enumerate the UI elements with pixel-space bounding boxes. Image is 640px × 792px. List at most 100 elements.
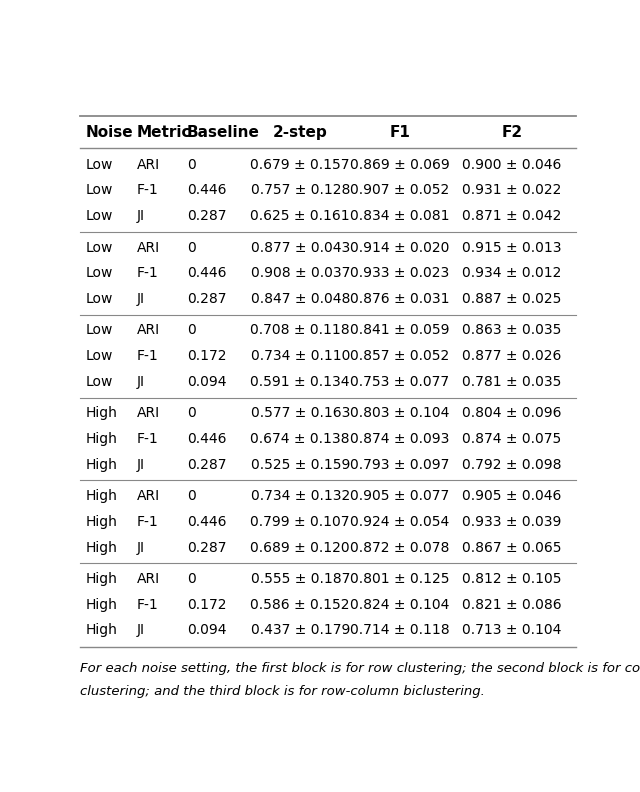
- Text: Metric: Metric: [137, 125, 191, 139]
- Text: JI: JI: [137, 209, 145, 223]
- Text: ARI: ARI: [137, 573, 160, 586]
- Text: 0.907 ± 0.052: 0.907 ± 0.052: [350, 183, 449, 197]
- Text: 0.841 ± 0.059: 0.841 ± 0.059: [350, 323, 450, 337]
- Text: Low: Low: [86, 323, 113, 337]
- Text: 0.801 ± 0.125: 0.801 ± 0.125: [350, 573, 450, 586]
- Text: 0.625 ± 0.161: 0.625 ± 0.161: [250, 209, 350, 223]
- Text: High: High: [86, 489, 118, 503]
- Text: JI: JI: [137, 375, 145, 389]
- Text: 0.834 ± 0.081: 0.834 ± 0.081: [350, 209, 450, 223]
- Text: 0.734 ± 0.110: 0.734 ± 0.110: [250, 349, 350, 363]
- Text: 0.914 ± 0.020: 0.914 ± 0.020: [350, 241, 450, 254]
- Text: 0.933 ± 0.039: 0.933 ± 0.039: [462, 515, 562, 529]
- Text: 0.900 ± 0.046: 0.900 ± 0.046: [462, 158, 562, 172]
- Text: 0.877 ± 0.043: 0.877 ± 0.043: [251, 241, 350, 254]
- Text: ARI: ARI: [137, 158, 160, 172]
- Text: High: High: [86, 458, 118, 471]
- Text: 0.872 ± 0.078: 0.872 ± 0.078: [350, 541, 450, 554]
- Text: 2-step: 2-step: [273, 125, 328, 139]
- Text: Baseline: Baseline: [187, 125, 259, 139]
- Text: F-1: F-1: [137, 183, 159, 197]
- Text: 0.446: 0.446: [187, 432, 226, 446]
- Text: High: High: [86, 598, 118, 612]
- Text: 0.714 ± 0.118: 0.714 ± 0.118: [350, 623, 450, 638]
- Text: 0.757 ± 0.128: 0.757 ± 0.128: [250, 183, 350, 197]
- Text: 0.674 ± 0.138: 0.674 ± 0.138: [250, 432, 350, 446]
- Text: Low: Low: [86, 183, 113, 197]
- Text: High: High: [86, 406, 118, 421]
- Text: F-1: F-1: [137, 349, 159, 363]
- Text: High: High: [86, 573, 118, 586]
- Text: F2: F2: [502, 125, 523, 139]
- Text: 0.094: 0.094: [187, 375, 226, 389]
- Text: 0.933 ± 0.023: 0.933 ± 0.023: [350, 266, 449, 280]
- Text: High: High: [86, 432, 118, 446]
- Text: 0.172: 0.172: [187, 349, 226, 363]
- Text: 0.734 ± 0.132: 0.734 ± 0.132: [251, 489, 350, 503]
- Text: 0.908 ± 0.037: 0.908 ± 0.037: [250, 266, 350, 280]
- Text: ARI: ARI: [137, 406, 160, 421]
- Text: 0.446: 0.446: [187, 183, 226, 197]
- Text: 0.713 ± 0.104: 0.713 ± 0.104: [462, 623, 562, 638]
- Text: 0.887 ± 0.025: 0.887 ± 0.025: [462, 291, 562, 306]
- Text: 0.753 ± 0.077: 0.753 ± 0.077: [350, 375, 449, 389]
- Text: High: High: [86, 623, 118, 638]
- Text: 0.934 ± 0.012: 0.934 ± 0.012: [462, 266, 562, 280]
- Text: ARI: ARI: [137, 241, 160, 254]
- Text: 0.874 ± 0.093: 0.874 ± 0.093: [350, 432, 450, 446]
- Text: 0: 0: [187, 158, 195, 172]
- Text: 0.799 ± 0.107: 0.799 ± 0.107: [250, 515, 350, 529]
- Text: 0.915 ± 0.013: 0.915 ± 0.013: [462, 241, 562, 254]
- Text: 0.876 ± 0.031: 0.876 ± 0.031: [350, 291, 450, 306]
- Text: 0.437 ± 0.179: 0.437 ± 0.179: [250, 623, 350, 638]
- Text: ARI: ARI: [137, 489, 160, 503]
- Text: 0.931 ± 0.022: 0.931 ± 0.022: [462, 183, 562, 197]
- Text: Low: Low: [86, 209, 113, 223]
- Text: Low: Low: [86, 241, 113, 254]
- Text: ARI: ARI: [137, 323, 160, 337]
- Text: 0.821 ± 0.086: 0.821 ± 0.086: [462, 598, 562, 612]
- Text: 0.781 ± 0.035: 0.781 ± 0.035: [462, 375, 562, 389]
- Text: 0.871 ± 0.042: 0.871 ± 0.042: [462, 209, 562, 223]
- Text: Low: Low: [86, 266, 113, 280]
- Text: 0.863 ± 0.035: 0.863 ± 0.035: [462, 323, 562, 337]
- Text: 0.446: 0.446: [187, 515, 226, 529]
- Text: Low: Low: [86, 158, 113, 172]
- Text: F-1: F-1: [137, 266, 159, 280]
- Text: 0.857 ± 0.052: 0.857 ± 0.052: [350, 349, 449, 363]
- Text: 0.172: 0.172: [187, 598, 226, 612]
- Text: 0.555 ± 0.187: 0.555 ± 0.187: [250, 573, 350, 586]
- Text: 0.924 ± 0.054: 0.924 ± 0.054: [350, 515, 449, 529]
- Text: 0.287: 0.287: [187, 541, 226, 554]
- Text: JI: JI: [137, 291, 145, 306]
- Text: 0.525 ± 0.159: 0.525 ± 0.159: [250, 458, 350, 471]
- Text: 0.287: 0.287: [187, 291, 226, 306]
- Text: 0.591 ± 0.134: 0.591 ± 0.134: [250, 375, 350, 389]
- Text: F-1: F-1: [137, 598, 159, 612]
- Text: 0.287: 0.287: [187, 209, 226, 223]
- Text: 0.689 ± 0.120: 0.689 ± 0.120: [250, 541, 350, 554]
- Text: 0.847 ± 0.048: 0.847 ± 0.048: [250, 291, 350, 306]
- Text: Low: Low: [86, 375, 113, 389]
- Text: 0.824 ± 0.104: 0.824 ± 0.104: [350, 598, 450, 612]
- Text: 0.869 ± 0.069: 0.869 ± 0.069: [350, 158, 450, 172]
- Text: Noise: Noise: [86, 125, 134, 139]
- Text: 0.905 ± 0.077: 0.905 ± 0.077: [350, 489, 449, 503]
- Text: 0: 0: [187, 573, 195, 586]
- Text: For each noise setting, the first block is for row clustering; the second block : For each noise setting, the first block …: [80, 662, 640, 676]
- Text: JI: JI: [137, 541, 145, 554]
- Text: 0.094: 0.094: [187, 623, 226, 638]
- Text: 0.812 ± 0.105: 0.812 ± 0.105: [462, 573, 562, 586]
- Text: 0.792 ± 0.098: 0.792 ± 0.098: [462, 458, 562, 471]
- Text: High: High: [86, 515, 118, 529]
- Text: 0.446: 0.446: [187, 266, 226, 280]
- Text: 0.874 ± 0.075: 0.874 ± 0.075: [462, 432, 562, 446]
- Text: 0.679 ± 0.157: 0.679 ± 0.157: [250, 158, 350, 172]
- Text: 0.287: 0.287: [187, 458, 226, 471]
- Text: 0.793 ± 0.097: 0.793 ± 0.097: [350, 458, 450, 471]
- Text: Low: Low: [86, 349, 113, 363]
- Text: 0: 0: [187, 241, 195, 254]
- Text: 0.803 ± 0.104: 0.803 ± 0.104: [350, 406, 450, 421]
- Text: 0.804 ± 0.096: 0.804 ± 0.096: [462, 406, 562, 421]
- Text: 0: 0: [187, 323, 195, 337]
